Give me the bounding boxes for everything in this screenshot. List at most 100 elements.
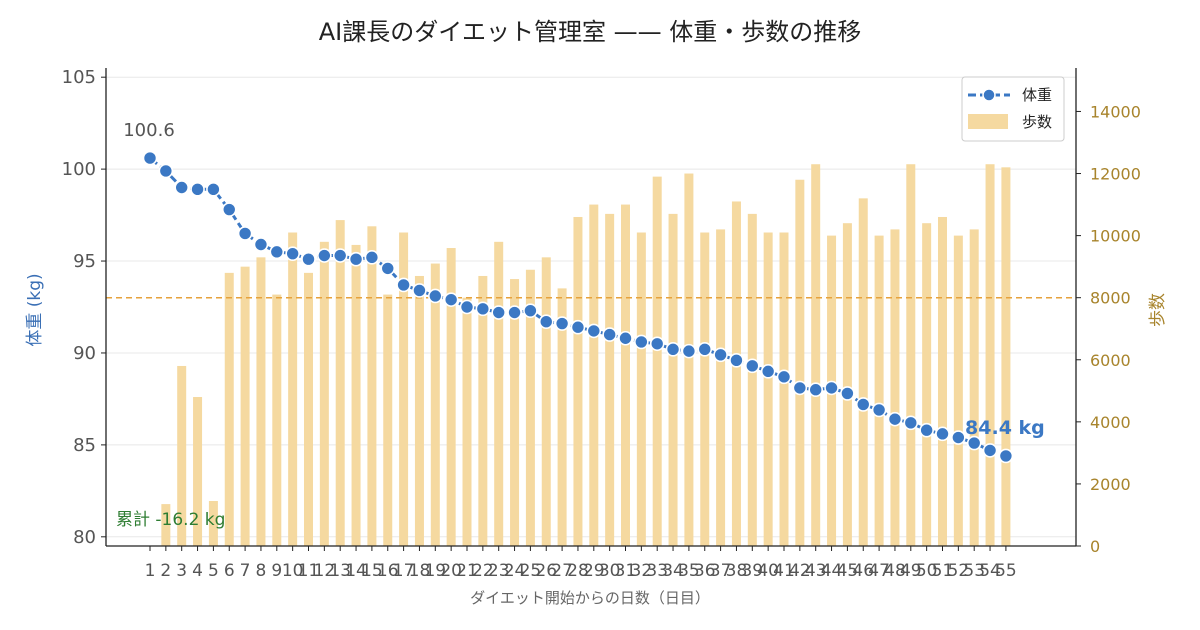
x-tick-label: 11 <box>298 561 320 581</box>
weight-point <box>269 244 285 260</box>
total-loss-annotation: 累計 -16.2 kg <box>116 510 225 530</box>
x-tick-label: 2 <box>160 561 171 581</box>
x-tick-label: 30 <box>599 561 621 581</box>
x-tick-label: 28 <box>567 561 589 581</box>
x-tick-label: 3 <box>176 561 187 581</box>
steps-bar <box>462 297 472 546</box>
x-tick-label: 44 <box>821 561 843 581</box>
weight-point <box>840 386 855 401</box>
x-tick-label: 37 <box>710 561 732 581</box>
weight-point <box>618 330 633 346</box>
x-tick-label: 43 <box>805 561 827 581</box>
steps-bar <box>525 269 535 546</box>
steps-bar <box>652 176 662 547</box>
steps-bar <box>430 263 440 546</box>
x-tick-label: 36 <box>694 561 716 581</box>
steps-bar <box>240 266 250 546</box>
steps-bar <box>668 213 678 546</box>
right-tick-label: 0 <box>1090 537 1100 556</box>
steps-bar <box>414 275 424 546</box>
weight-point <box>697 341 713 357</box>
steps-bar <box>906 164 916 547</box>
steps-bar <box>890 229 900 547</box>
x-tick-label: 26 <box>535 561 557 581</box>
steps-bar <box>779 232 789 546</box>
x-tick-label: 8 <box>256 561 267 581</box>
steps-bar <box>938 216 947 547</box>
weight-point <box>871 402 887 418</box>
steps-bar <box>541 257 551 546</box>
steps-bar <box>557 288 567 546</box>
x-tick-label: 19 <box>424 561 446 581</box>
weight-point <box>919 422 934 438</box>
legend-label-steps: 歩数 <box>1022 113 1052 131</box>
weight-point <box>935 426 950 442</box>
left-axis-label: 体重 (kg) <box>25 273 45 346</box>
x-tick-label: 9 <box>271 561 282 581</box>
x-tick-label: 54 <box>979 561 1001 581</box>
weight-point <box>443 292 459 307</box>
legend-label-weight: 体重 <box>1022 86 1052 104</box>
end-weight-annotation: 84.4 kg <box>965 417 1045 439</box>
x-tick-label: 15 <box>361 561 383 581</box>
legend-steps-swatch <box>968 114 1008 129</box>
steps-bars <box>161 164 1011 547</box>
weight-point <box>475 301 491 317</box>
right-tick-label: 4000 <box>1090 413 1131 432</box>
steps-bar <box>795 179 805 546</box>
weight-point <box>174 180 189 195</box>
steps-bar <box>874 235 884 546</box>
weight-point <box>824 380 839 396</box>
weight-point <box>570 319 586 335</box>
weight-point <box>760 364 776 379</box>
weight-point <box>427 288 443 304</box>
x-tick-label: 22 <box>472 561 494 581</box>
x-axis-ticks: 1 2 3 4 5 6 7 8 9 1011121314151617181920212223242… <box>145 546 1017 581</box>
left-tick-label: 90 <box>73 343 96 364</box>
weight-point <box>507 305 522 320</box>
chart-title: AI課長のダイエット管理室 —— 体重・歩数の推移 <box>319 18 862 46</box>
x-tick-label: 41 <box>773 561 795 581</box>
steps-bar <box>494 241 504 546</box>
x-tick-label: 38 <box>726 561 748 581</box>
weight-point <box>491 305 507 320</box>
x-tick-label: 51 <box>932 561 954 581</box>
steps-bar <box>811 164 821 547</box>
x-tick-label: 6 <box>224 561 235 581</box>
weight-point <box>190 182 205 197</box>
right-tick-label: 8000 <box>1090 289 1131 308</box>
weight-point <box>317 248 332 263</box>
steps-bar <box>573 216 583 547</box>
right-axis-ticks: 0 2000 4000 6000 8000 10000 12000 14000 <box>1076 102 1141 556</box>
x-tick-label: 48 <box>884 561 906 581</box>
weight-point <box>808 382 824 398</box>
steps-bar <box>716 229 726 547</box>
weight-point <box>206 182 221 197</box>
x-tick-label: 18 <box>409 561 431 581</box>
weight-point <box>951 430 966 445</box>
legend: 体重 歩数 <box>961 76 1065 142</box>
steps-bar <box>953 235 963 546</box>
weight-point <box>982 443 998 458</box>
weight-point <box>364 250 380 265</box>
steps-bar <box>700 232 710 546</box>
weight-point <box>332 248 348 263</box>
steps-bar <box>763 232 773 546</box>
weight-point <box>412 283 427 298</box>
x-tick-label: 55 <box>995 561 1017 581</box>
steps-bar <box>747 213 757 546</box>
steps-bar <box>193 397 203 546</box>
x-tick-label: 39 <box>741 561 763 581</box>
steps-bar <box>589 204 599 547</box>
weight-point <box>887 411 903 427</box>
weight-point <box>142 150 158 166</box>
right-tick-label: 10000 <box>1090 227 1141 246</box>
weight-point <box>221 202 237 217</box>
x-tick-label: 25 <box>520 561 542 581</box>
x-tick-label: 35 <box>678 561 700 581</box>
start-weight-annotation: 100.6 <box>123 120 175 141</box>
weight-point <box>253 237 269 252</box>
steps-bar <box>272 294 282 546</box>
x-axis-label: ダイエット開始からの日数（日目） <box>470 589 710 607</box>
